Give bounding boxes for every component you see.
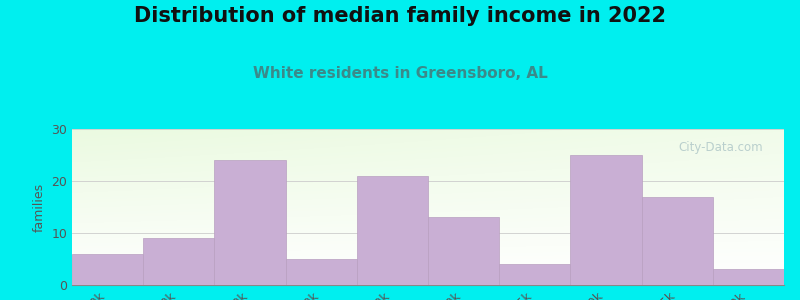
Bar [286,259,357,285]
Bar [570,155,642,285]
Bar [214,160,286,285]
Text: Distribution of median family income in 2022: Distribution of median family income in … [134,6,666,26]
Bar [357,176,428,285]
Bar [428,218,499,285]
Y-axis label: families: families [33,182,46,232]
Text: White residents in Greensboro, AL: White residents in Greensboro, AL [253,66,547,81]
Bar [72,254,143,285]
Bar [642,196,713,285]
Text: City-Data.com: City-Data.com [678,142,762,154]
Bar [143,238,214,285]
Bar [499,264,570,285]
Bar [713,269,784,285]
